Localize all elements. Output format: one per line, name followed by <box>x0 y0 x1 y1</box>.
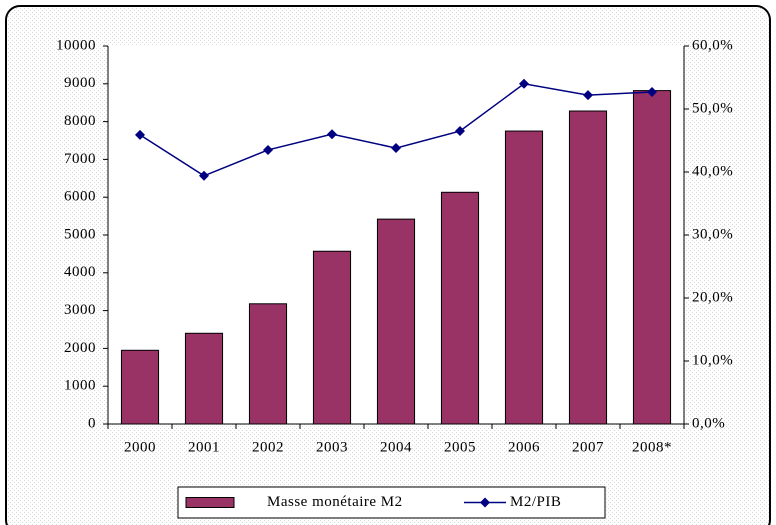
bar <box>504 130 544 425</box>
y-tick-label: 8000 <box>64 113 96 129</box>
y-tick-label: 3000 <box>64 302 96 318</box>
y-tick-label: 4000 <box>64 264 96 280</box>
x-tick-label: 2008* <box>632 439 672 455</box>
y-tick-label: 1000 <box>64 378 96 394</box>
bar <box>312 250 352 425</box>
legend-swatch <box>185 497 235 508</box>
line-marker <box>263 144 273 155</box>
bar <box>184 332 224 425</box>
line-marker <box>455 126 465 137</box>
line-marker <box>135 129 145 140</box>
y-tick-label: 9000 <box>64 75 96 91</box>
x-tick-label: 2007 <box>572 439 604 455</box>
y2-tick-label: 50,0% <box>692 100 733 116</box>
x-tick-label: 2004 <box>380 439 412 455</box>
bar <box>632 90 672 425</box>
line-marker <box>519 78 529 89</box>
bar <box>568 110 608 425</box>
y2-tick-label: 40,0% <box>692 163 733 179</box>
x-tick-label: 2005 <box>444 439 476 455</box>
y2-tick-label: 10,0% <box>692 352 733 368</box>
x-tick-label: 2002 <box>252 439 284 455</box>
line-marker <box>647 86 657 97</box>
y-tick-label: 10000 <box>56 37 96 53</box>
bar <box>248 303 288 425</box>
legend-marker <box>480 497 490 508</box>
x-tick-label: 2006 <box>508 439 540 455</box>
y-tick-label: 7000 <box>64 151 96 167</box>
y2-tick-label: 30,0% <box>692 226 733 242</box>
bar <box>440 191 480 425</box>
y2-tick-label: 0,0% <box>692 415 725 431</box>
y-tick-label: 5000 <box>64 226 96 242</box>
line-marker <box>391 143 401 154</box>
legend-label: Masse monétaire M2 <box>267 494 403 510</box>
y2-tick-label: 20,0% <box>692 289 733 305</box>
y-tick-label: 0 <box>88 415 96 431</box>
x-tick-label: 2001 <box>188 439 220 455</box>
bar <box>120 349 160 425</box>
y-tick-label: 2000 <box>64 340 96 356</box>
y-tick-label: 6000 <box>64 189 96 205</box>
legend-label: M2/PIB <box>510 494 561 510</box>
line-marker <box>199 170 209 181</box>
y2-tick-label: 60,0% <box>692 37 733 53</box>
bar <box>376 218 416 425</box>
line-marker <box>583 90 593 101</box>
line-marker <box>327 129 337 140</box>
legend-box <box>177 486 606 519</box>
x-tick-label: 2000 <box>124 439 156 455</box>
x-tick-label: 2003 <box>316 439 348 455</box>
